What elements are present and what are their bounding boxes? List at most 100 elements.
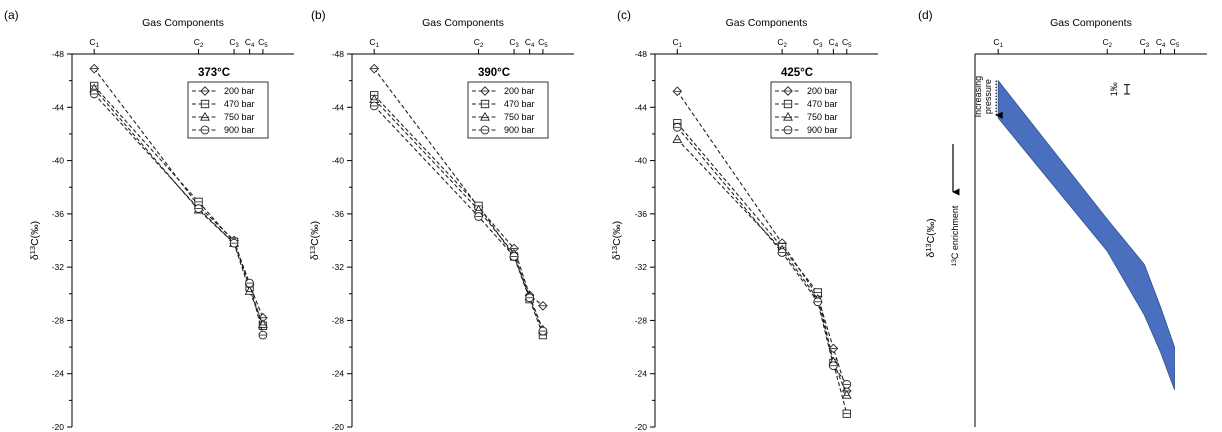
y-axis-subtitle: 13C enrichment xyxy=(950,205,960,266)
y-tick-label: -28 xyxy=(332,315,345,325)
y-tick-label: -36 xyxy=(332,209,345,219)
panel-d: (d) Gas Components C1 C2 C3 C4 C5 Increasing pre… xyxy=(918,8,1207,427)
panel-c: (c) Gas Components C1 C2 C3 C4 C5 -48 -44 -40 -36 -… xyxy=(610,8,878,432)
legend-label: 200 bar xyxy=(224,86,255,96)
y-axis-title: δ13C(‰) xyxy=(28,221,41,260)
series-750-bar xyxy=(672,134,852,399)
x-tick-label-c4: C4 xyxy=(245,37,255,49)
panel-label: (a) xyxy=(4,8,19,22)
marker-triangle xyxy=(200,111,210,121)
y-tick-label: -40 xyxy=(635,156,648,166)
series-900-bar xyxy=(672,122,852,389)
y-tick-label: -24 xyxy=(635,369,648,379)
legend-label: 900 bar xyxy=(504,125,535,135)
legend-label: 470 bar xyxy=(807,99,838,109)
y-tick-label: -44 xyxy=(52,102,65,112)
x-tick-label-c1: C1 xyxy=(89,37,99,49)
legend-label: 470 bar xyxy=(504,99,535,109)
y-tick-label: -36 xyxy=(635,209,648,219)
y-tick-label: -20 xyxy=(52,422,65,432)
x-axis-title: Gas Components xyxy=(1050,17,1132,29)
y-tick-label: -36 xyxy=(52,209,65,219)
temperature-label: 390°C xyxy=(478,67,510,79)
x-tick-label-c1: C1 xyxy=(993,37,1003,49)
x-tick-label-c2: C2 xyxy=(1102,37,1112,49)
y-tick-label: -44 xyxy=(332,102,345,112)
x-tick-label-c4: C4 xyxy=(525,37,535,49)
series-line xyxy=(676,126,848,385)
pressure-text-line2: pressure xyxy=(983,79,993,114)
x-tick-label-c3: C3 xyxy=(813,37,823,49)
y-tick-label: -40 xyxy=(52,156,65,166)
panel-label: (c) xyxy=(617,8,631,22)
y-tick-label: -24 xyxy=(52,369,65,379)
series-900-bar xyxy=(89,89,268,340)
y-axis-title: δ13C(‰) xyxy=(610,221,623,260)
panel-a: (a) Gas Components C1 C2 C3 C4 C5 -48 -44 -40 -36 -… xyxy=(4,8,294,432)
y-tick-label: -48 xyxy=(52,49,65,59)
pressure-text-group: Increasing pressure xyxy=(973,76,993,118)
x-axis-title: Gas Components xyxy=(422,17,504,29)
x-tick-label-c2: C2 xyxy=(474,37,484,49)
marker-triangle xyxy=(783,111,793,121)
series-line xyxy=(373,94,544,336)
x-tick-label-c5: C5 xyxy=(538,37,548,49)
y-tick-label: -40 xyxy=(332,156,345,166)
legend-label: 900 bar xyxy=(224,125,255,135)
y-tick-label: -32 xyxy=(52,262,65,272)
legend: 200 bar 470 bar 750 bar 900 bar xyxy=(467,81,549,139)
legend-label: 750 bar xyxy=(504,112,535,122)
scale-bar-label: 1‰ xyxy=(1109,82,1119,96)
y-tick-label: -28 xyxy=(635,315,648,325)
marker-triangle xyxy=(841,389,852,399)
x-axis-title: Gas Components xyxy=(142,17,224,29)
series-470-bar xyxy=(673,119,851,418)
y-axis-title: δ13C(‰) xyxy=(924,218,937,257)
y-tick-label: -20 xyxy=(635,422,648,432)
y-tick-label: -20 xyxy=(332,422,345,432)
legend-label: 200 bar xyxy=(807,86,838,96)
x-tick-label-c4: C4 xyxy=(1156,37,1166,49)
series-line xyxy=(676,138,848,396)
marker-triangle xyxy=(480,111,490,121)
y-tick-label: -48 xyxy=(332,49,345,59)
x-tick-label-c1: C1 xyxy=(369,37,379,49)
y-tick-label: -28 xyxy=(52,315,65,325)
temperature-label: 373°C xyxy=(198,67,230,79)
legend: 200 bar 470 bar 750 bar 900 bar xyxy=(770,81,852,139)
panel-b: (b) Gas Components C1 C2 C3 C4 C5 -48 -44 -40 -36 -… xyxy=(308,8,574,432)
marker-triangle xyxy=(257,319,268,329)
legend-label: 750 bar xyxy=(807,112,838,122)
y-tick-label: -32 xyxy=(332,262,345,272)
x-tick-label-c2: C2 xyxy=(194,37,204,49)
temperature-label: 425°C xyxy=(781,67,813,79)
series-line xyxy=(676,122,848,414)
x-tick-label-c5: C5 xyxy=(1170,37,1180,49)
x-axis-title: Gas Components xyxy=(726,17,808,29)
y-tick-label: -24 xyxy=(332,369,345,379)
panel-label: (d) xyxy=(918,8,933,22)
x-tick-label-c4: C4 xyxy=(829,37,839,49)
legend-label: 470 bar xyxy=(224,99,255,109)
y-tick-label: -48 xyxy=(635,49,648,59)
pressure-text-line1: Increasing xyxy=(973,76,983,118)
y-tick-label: -32 xyxy=(635,262,648,272)
legend-label: 200 bar xyxy=(504,86,535,96)
marker-triangle xyxy=(672,134,683,143)
x-tick-label-c5: C5 xyxy=(842,37,852,49)
x-tick-label-c3: C3 xyxy=(509,37,519,49)
x-tick-label-c3: C3 xyxy=(1140,37,1150,49)
legend-label: 750 bar xyxy=(224,112,255,122)
isotope-band xyxy=(997,79,1175,390)
x-tick-label-c3: C3 xyxy=(229,37,239,49)
y-axis-title: δ13C(‰) xyxy=(308,221,321,260)
panel-label: (b) xyxy=(311,8,326,22)
legend: 200 bar 470 bar 750 bar 900 bar xyxy=(187,81,269,139)
x-tick-label-c1: C1 xyxy=(673,37,683,49)
x-tick-label-c2: C2 xyxy=(777,37,787,49)
y-tick-label: -44 xyxy=(635,102,648,112)
legend-label: 900 bar xyxy=(807,125,838,135)
series-line xyxy=(373,105,544,332)
series-900-bar xyxy=(369,101,548,336)
